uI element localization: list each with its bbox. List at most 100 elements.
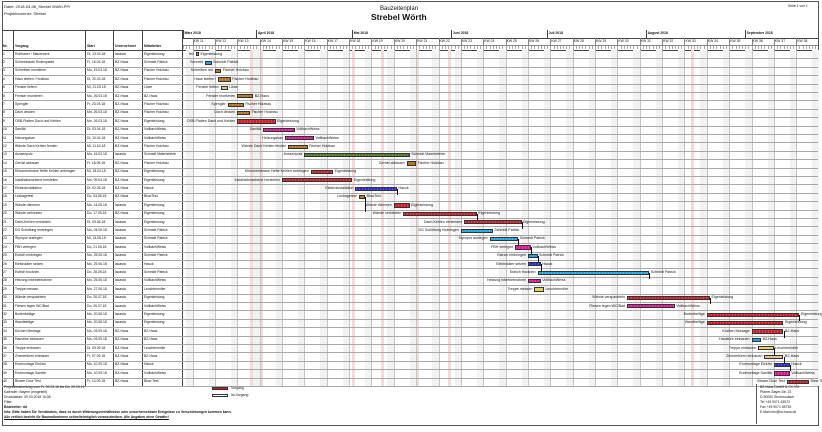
task-cell-name: Wände verkleiden (15, 211, 43, 216)
company-line-3: D-90000 Strohmodach (760, 395, 795, 399)
task-cell-staff: Schmidt Malerbetrieb (144, 152, 177, 157)
task-bar (227, 102, 244, 107)
dependency-line (773, 348, 775, 355)
week-divider (729, 38, 731, 50)
task-cell-nr: 14 (3, 160, 7, 165)
week-divider (214, 38, 216, 50)
task-cell-name: Fenster montieren (15, 93, 43, 98)
task-cell-nr: 31 (3, 303, 7, 308)
task-bar (534, 287, 544, 292)
task-cell-name: Küchen Montage (15, 328, 41, 333)
task-cell-firm: lacasta (115, 270, 126, 274)
dependency-line (397, 188, 398, 195)
task-cell-start: Mi, 21.03.18 (87, 85, 106, 90)
month-cell (451, 30, 548, 38)
week-divider (349, 38, 351, 50)
week-label: KW 23 (461, 39, 473, 43)
task-cell-staff: Schmidt Patrick (144, 270, 168, 274)
task-cell-staff: Leuchtenroller (144, 286, 166, 291)
week-label: KW 38 (797, 39, 808, 43)
legend-actual-swatch (212, 394, 228, 397)
task-bar-staff: Fischer Holzbau (245, 102, 272, 106)
month-label: August 2018 (647, 31, 668, 35)
week-label: KW 21 (417, 39, 428, 43)
task-cell-staff: Eigenleistung (144, 177, 165, 182)
task-cell-firm: lacasta (115, 278, 126, 283)
company-line-1: BZ-Haus GmbH & Co. KG (760, 385, 800, 389)
task-cell-start: Mi, 11.04.18 (87, 144, 106, 148)
task-bar-label: Estrich einbringen (497, 253, 526, 258)
month-label: April 2018 (257, 31, 275, 35)
task-bar-label: Zimmertüren einbauen (726, 354, 763, 358)
task-cell-name: Installationsebene herstellen (15, 177, 58, 182)
dependency-line (540, 264, 542, 271)
task-cell-staff: Eigenleistung (144, 312, 165, 316)
task-cell-nr: 7 (3, 102, 5, 106)
task-cell-start: Fr, 14.09.18 (87, 379, 106, 384)
task-cell-name: Fenster liefern (15, 85, 37, 90)
dependency-line (710, 297, 711, 305)
dependency-line (783, 356, 785, 363)
task-cell-nr: 15 (3, 169, 7, 174)
task-cell-firm: lacasta (115, 244, 126, 249)
task-cell-firm: BZ-Haus (115, 76, 129, 81)
task-cell-start: Di, 13.03.18 (87, 51, 106, 56)
task-cell-staff: BZ-Haus (144, 337, 158, 342)
task-bar-label: Wände verkleiden (372, 211, 402, 216)
task-cell-staff: Schmidt Patrick (144, 228, 168, 232)
task-bar-label: Aussenputz (283, 152, 303, 157)
column-header-contractor: Unternehmer (115, 44, 137, 48)
task-bar-label: Fliesen legen WC/Bad (589, 303, 625, 308)
task-cell-firm: BZ-Haus (115, 194, 129, 199)
task-cell-name: Endmontage Elektro (15, 362, 46, 367)
task-cell-start: Di, 03.04.18 (87, 127, 106, 132)
task-cell-nr: 27 (3, 270, 7, 274)
task-cell-staff: VollbachWeiss (144, 127, 166, 132)
task-cell-staff: Eigenleistung (144, 219, 165, 224)
legend-actual-label: Ist-Vorgang (231, 393, 249, 397)
task-bar (489, 237, 519, 242)
task-bar (460, 228, 493, 233)
task-cell-name: Blower Door Test (15, 379, 41, 384)
task-cell-name: Haus stellen / Holzbau (15, 76, 49, 81)
task-bar-label: Haus stellen / (194, 76, 217, 81)
task-cell-start: Mi, 18.04.18 (87, 169, 106, 174)
task-cell-start: Di, 05.09.18 (87, 345, 106, 350)
task-cell-start: Fr, 23.03.18 (87, 102, 106, 106)
task-cell-start: Mo, 25.06.18 (87, 278, 107, 283)
task-cell-nr: 10 (3, 127, 7, 132)
week-divider (393, 38, 395, 50)
task-bar-staff: Blow Test (810, 379, 822, 384)
week-divider (460, 38, 462, 50)
task-bar-staff: Löwe (229, 85, 238, 90)
task-cell-staff: Fischer Holzbau (144, 76, 169, 81)
dependency-line (649, 272, 650, 279)
task-bar (527, 253, 538, 258)
task-cell-name: Schreiben montieren (15, 68, 47, 73)
task-bar-staff: Fischer Holzbau (251, 110, 278, 115)
task-cell-name: Spengler (15, 102, 29, 106)
task-bar-label: OSB-Platten Dach und Kehlen (186, 118, 236, 123)
task-bar-label: Schreibt (190, 60, 204, 64)
task-cell-start: Di, 20.03.18 (87, 76, 106, 81)
task-cell-nr: 35 (3, 337, 7, 342)
file-line: Datei: 2018-03-08_Strebel Wörth.PP/ (4, 4, 71, 9)
task-bar-label: Gerüst abbauen (378, 160, 405, 165)
month-label: Juni 2018 (452, 31, 469, 35)
task-bar-staff: Eigenleistung (523, 219, 545, 224)
task-cell-firm: BZ-Haus (115, 68, 129, 73)
week-label: KW 15 (283, 39, 294, 43)
task-cell-start: Mo, 03.09.18 (87, 328, 107, 333)
column-header-nr: Nr. (3, 44, 8, 48)
task-bar-staff: Eigenleistung (711, 295, 734, 300)
task-cell-name: Dach-Kehlen verkleiden (15, 219, 51, 224)
month-label: März 2018 (184, 31, 201, 35)
task-bar-staff: VollbachWeiss (542, 278, 566, 283)
task-cell-name: Elektroläter setzen (15, 261, 44, 266)
week-divider (796, 38, 798, 50)
task-cell-name: Treppe einbauen (15, 345, 41, 350)
task-cell-staff: Schmidt Patrick (144, 253, 168, 258)
task-cell-firm: lacasta (115, 303, 126, 308)
task-cell-firm: lacasta (115, 295, 126, 300)
